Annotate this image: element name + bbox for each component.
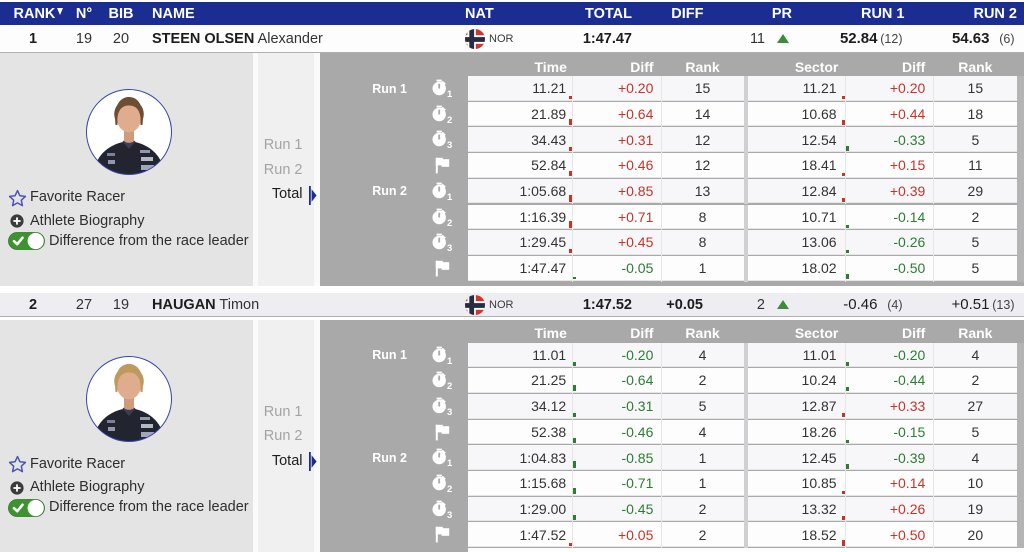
svg-text:2: 2 [447,381,452,390]
svg-text:2: 2 [447,114,452,123]
svg-text:1: 1 [447,192,453,201]
svg-text:1: 1 [447,355,453,364]
svg-text:1: 1 [447,458,453,467]
svg-text:3: 3 [447,509,452,518]
svg-text:2: 2 [447,217,452,226]
svg-text:3: 3 [447,140,452,149]
svg-text:1: 1 [447,89,453,98]
svg-text:2: 2 [447,484,452,493]
svg-text:3: 3 [447,243,452,252]
svg-text:3: 3 [447,407,452,416]
